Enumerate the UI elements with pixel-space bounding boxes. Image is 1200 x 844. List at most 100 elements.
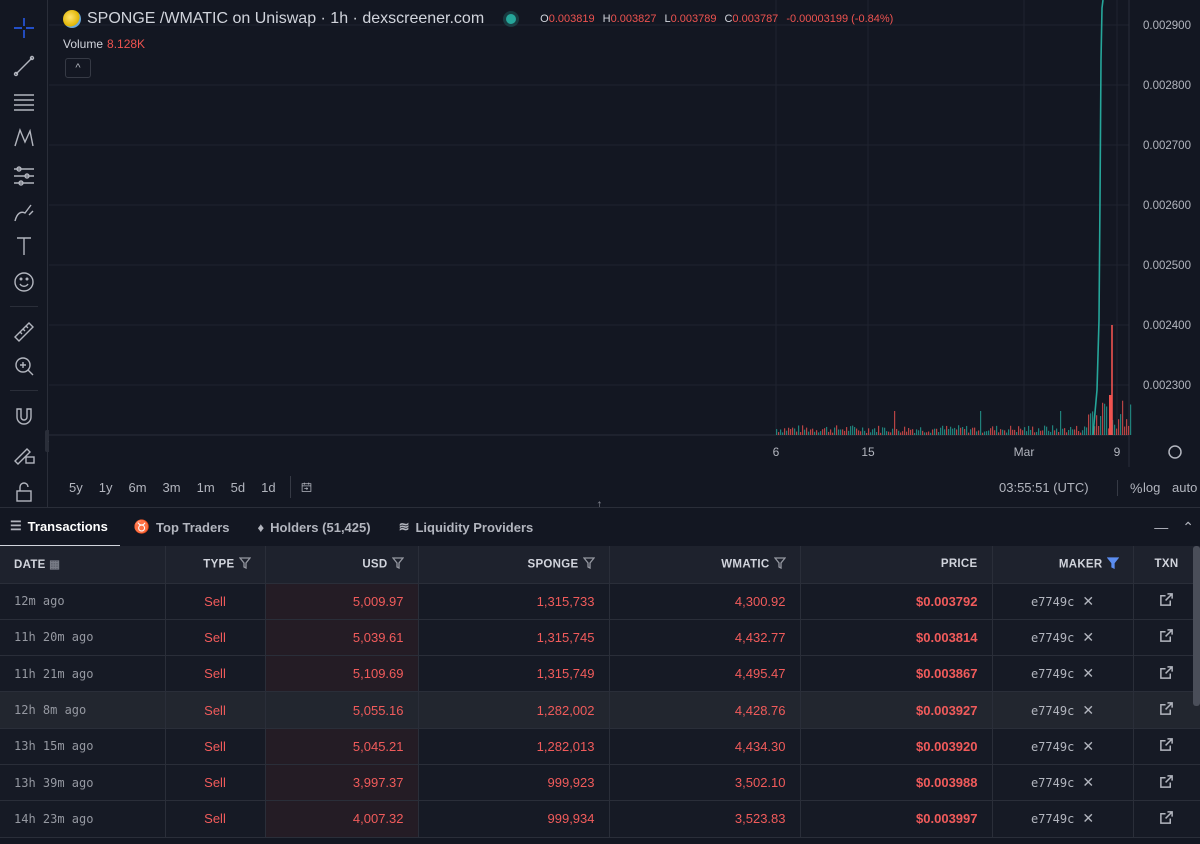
volume-bar xyxy=(1002,429,1004,435)
emoji-icon[interactable] xyxy=(8,266,40,298)
percent-scale-toggle[interactable]: % xyxy=(1117,480,1142,496)
table-row[interactable]: 13h 39m ago Sell 3,997.37 999,923 3,502.10 $0… xyxy=(0,764,1200,802)
range-5d[interactable]: 5d xyxy=(230,479,246,495)
column-usd[interactable]: USD xyxy=(265,546,419,584)
column-date[interactable]: DATE ▦ xyxy=(0,546,166,584)
clear-filter-icon[interactable]: ✕ xyxy=(1082,810,1095,827)
external-link-icon[interactable] xyxy=(1159,738,1174,755)
clear-filter-icon[interactable]: ✕ xyxy=(1082,665,1095,682)
filter-active-icon[interactable] xyxy=(1106,557,1119,572)
table-row[interactable]: 11h 21m ago Sell 5,109.69 1,315,749 4,495.47… xyxy=(0,655,1200,693)
go-to-date-icon[interactable] xyxy=(289,476,312,498)
resize-handle-icon[interactable]: ↕ xyxy=(596,496,603,512)
tab-top-traders[interactable]: ♉ Top Traders xyxy=(120,508,244,547)
trophy-icon: ♉ xyxy=(133,519,151,534)
volume-bar xyxy=(1102,402,1104,435)
maker-address-link[interactable]: e7749c xyxy=(1030,776,1075,791)
pattern-icon[interactable] xyxy=(8,122,40,154)
volume-bar xyxy=(924,432,926,435)
text-icon[interactable] xyxy=(8,230,40,262)
maker-address-link[interactable]: e7749c xyxy=(1030,812,1075,827)
maker-address-link[interactable]: e7749c xyxy=(1030,739,1075,754)
external-link-icon[interactable] xyxy=(1159,702,1174,719)
volume-bar xyxy=(1056,428,1058,435)
volume-bar xyxy=(1076,425,1078,435)
volume-bar xyxy=(1090,413,1092,435)
volume-bar xyxy=(832,432,834,435)
price-chart[interactable]: 0.002900 0.002800 0.002700 0.002600 0.002500… xyxy=(49,0,1200,467)
filter-icon[interactable] xyxy=(391,557,404,572)
tab-holders[interactable]: ♦ Holders (51,425) xyxy=(244,508,385,547)
external-link-icon[interactable] xyxy=(1159,774,1174,792)
range-6m[interactable]: 6m xyxy=(128,479,147,495)
chart-canvas: 0.002900 0.002800 0.002700 0.002600 0.002500… xyxy=(49,0,1191,467)
trend-line-icon[interactable] xyxy=(8,50,40,82)
magnet-icon[interactable] xyxy=(8,400,40,432)
maker-address-link[interactable]: e7749c xyxy=(1030,703,1075,718)
brush-icon[interactable] xyxy=(8,196,40,228)
prediction-icon[interactable] xyxy=(8,160,40,192)
maker-address-link[interactable]: e7749c xyxy=(1030,594,1075,609)
volume-bar xyxy=(780,429,782,435)
chart-legend: SPONGE /WMATIC on Uniswap · 1h · dexscre… xyxy=(63,10,893,28)
unlock-icon[interactable] xyxy=(8,476,40,508)
table-row[interactable]: 11h 20m ago Sell 5,039.61 1,315,745 4,432.77… xyxy=(0,619,1200,657)
volume-bar xyxy=(896,429,898,435)
chevron-up-icon[interactable]: ^ xyxy=(65,58,91,78)
clear-filter-icon[interactable]: ✕ xyxy=(1082,701,1095,718)
volume-bar xyxy=(942,425,944,435)
auto-scale-toggle[interactable]: auto xyxy=(1172,480,1198,495)
volume-bar xyxy=(978,430,980,435)
table-row[interactable]: 12h 8m ago Sell 5,055.16 1,282,002 4,428.76 $… xyxy=(0,691,1200,729)
column-maker[interactable]: MAKER xyxy=(992,546,1134,584)
external-link-icon[interactable] xyxy=(1159,811,1174,828)
range-1y[interactable]: 1y xyxy=(98,479,113,495)
zoom-in-icon[interactable] xyxy=(8,350,40,382)
volume-bar xyxy=(792,427,794,435)
range-5y[interactable]: 5y xyxy=(69,479,83,495)
volume-bar xyxy=(1052,425,1054,435)
crosshair-icon[interactable] xyxy=(8,12,40,44)
lock-drawing-icon[interactable] xyxy=(8,438,40,470)
calendar-icon[interactable]: ▦ xyxy=(49,559,61,572)
column-type[interactable]: TYPE xyxy=(165,546,266,584)
filter-icon[interactable] xyxy=(582,557,595,572)
range-1d[interactable]: 1d xyxy=(261,479,276,495)
volume-bar xyxy=(852,425,854,435)
volume-bar xyxy=(814,431,816,435)
external-link-icon[interactable] xyxy=(1159,593,1174,610)
x-tick-label: 15 xyxy=(861,445,875,459)
maker-address-link[interactable]: e7749c xyxy=(1030,630,1075,645)
range-3m[interactable]: 3m xyxy=(162,479,181,495)
column-sponge[interactable]: SPONGE xyxy=(418,546,610,584)
tab-transactions[interactable]: ☰ Transactions xyxy=(0,508,120,547)
ruler-icon[interactable] xyxy=(8,316,40,348)
clear-filter-icon[interactable]: ✕ xyxy=(1082,774,1095,791)
volume-bar xyxy=(938,432,940,435)
volume-legend: Volume 8.128K xyxy=(63,37,145,51)
clear-filter-icon[interactable]: ✕ xyxy=(1082,628,1095,645)
expand-icon[interactable]: ⌃ xyxy=(1182,518,1194,535)
external-link-icon[interactable] xyxy=(1159,665,1174,683)
table-scrollbar[interactable] xyxy=(1193,546,1200,706)
filter-icon[interactable] xyxy=(238,557,251,572)
pair-title: SPONGE /WMATIC on Uniswap · 1h · dexscre… xyxy=(87,10,485,27)
log-scale-toggle[interactable]: log xyxy=(1143,480,1161,495)
volume-bar xyxy=(888,431,890,435)
clear-filter-icon[interactable]: ✕ xyxy=(1082,592,1095,609)
volume-bar xyxy=(870,432,872,435)
minimize-icon[interactable]: — xyxy=(1154,518,1169,535)
range-1m[interactable]: 1m xyxy=(196,479,215,495)
table-row[interactable]: 12m ago Sell 5,009.97 1,315,733 4,300.92 $0.0… xyxy=(0,583,1200,620)
column-wmatic[interactable]: WMATIC xyxy=(609,546,801,584)
volume-bar xyxy=(1046,426,1048,435)
table-row[interactable]: 13h 15m ago Sell 5,045.21 1,282,013 4,434.30… xyxy=(0,728,1200,765)
tab-liquidity-providers[interactable]: ≋ Liquidity Providers xyxy=(385,508,548,547)
table-row[interactable]: 14h 23m ago Sell 4,007.32 999,934 3,523.83 $0… xyxy=(0,800,1200,838)
volume-bar xyxy=(1004,430,1006,435)
maker-address-link[interactable]: e7749c xyxy=(1030,667,1075,682)
clear-filter-icon[interactable]: ✕ xyxy=(1082,737,1095,754)
filter-icon[interactable] xyxy=(773,557,786,572)
fib-retracement-icon[interactable] xyxy=(8,86,40,118)
external-link-icon[interactable] xyxy=(1159,629,1174,646)
